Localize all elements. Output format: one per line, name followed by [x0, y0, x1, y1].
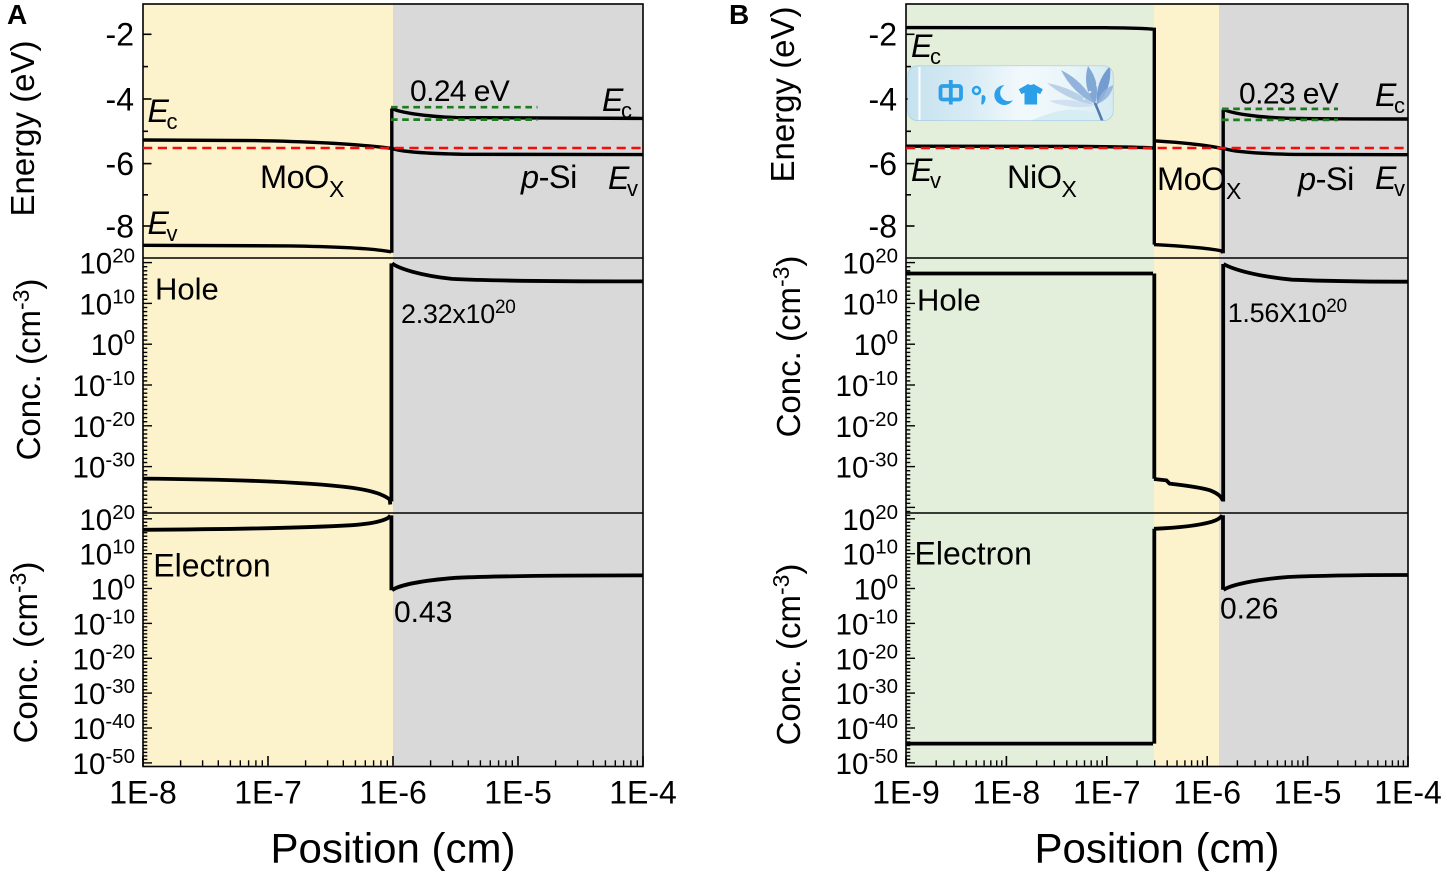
svg-text:p-Si: p-Si — [520, 159, 577, 195]
svg-text:10-50: 10-50 — [73, 745, 135, 781]
svg-text:A: A — [7, 0, 27, 30]
svg-text:10-10: 10-10 — [73, 605, 135, 641]
svg-text:E: E — [602, 82, 624, 118]
svg-text:1E-7: 1E-7 — [1073, 775, 1141, 811]
svg-text:E: E — [608, 160, 630, 196]
svg-text:v: v — [627, 176, 638, 201]
svg-text:10-20: 10-20 — [836, 640, 898, 676]
svg-text:Electron: Electron — [915, 536, 1032, 572]
svg-text:B: B — [729, 0, 749, 30]
svg-text:1E-4: 1E-4 — [609, 775, 677, 811]
svg-text:0.26: 0.26 — [1220, 593, 1278, 626]
svg-text:Position (cm): Position (cm) — [270, 825, 515, 872]
svg-text:Electron: Electron — [153, 548, 270, 584]
svg-text:c: c — [930, 44, 941, 69]
svg-text:E: E — [1375, 77, 1397, 113]
svg-text:1E-8: 1E-8 — [973, 775, 1041, 811]
svg-text:E: E — [911, 152, 933, 188]
svg-text:Energy (eV): Energy (eV) — [764, 6, 801, 182]
svg-text:1E-8: 1E-8 — [109, 775, 177, 811]
svg-text:0.23 eV: 0.23 eV — [1239, 78, 1339, 111]
svg-text:v: v — [930, 168, 941, 193]
svg-text:-6: -6 — [106, 146, 134, 182]
svg-text:0.43: 0.43 — [394, 596, 452, 629]
svg-text:E: E — [148, 205, 170, 241]
svg-text:E: E — [911, 28, 933, 64]
svg-text:-2: -2 — [869, 17, 897, 53]
svg-text:p-Si: p-Si — [1297, 161, 1354, 197]
svg-text:Energy (eV): Energy (eV) — [4, 40, 41, 216]
svg-text:Hole: Hole — [917, 283, 981, 318]
svg-text:E: E — [1375, 160, 1397, 196]
svg-text:0.24 eV: 0.24 eV — [410, 75, 510, 108]
svg-text:v: v — [167, 221, 178, 246]
svg-text:-8: -8 — [869, 208, 897, 244]
svg-text:10-40: 10-40 — [73, 710, 135, 746]
svg-text:1E-6: 1E-6 — [1173, 775, 1241, 811]
svg-text:1E-5: 1E-5 — [1274, 775, 1342, 811]
svg-text:c: c — [1394, 93, 1405, 118]
svg-text:-4: -4 — [869, 81, 897, 117]
svg-text:c: c — [167, 109, 178, 134]
svg-text:10-30: 10-30 — [73, 675, 135, 711]
svg-text:-2: -2 — [106, 17, 134, 53]
svg-text:c: c — [621, 98, 632, 123]
svg-text:10-20: 10-20 — [836, 408, 898, 444]
svg-text:v: v — [1394, 176, 1405, 201]
svg-text:-4: -4 — [106, 81, 134, 117]
svg-text:Hole: Hole — [155, 272, 219, 307]
svg-text:1E-7: 1E-7 — [234, 775, 302, 811]
svg-text:1E-5: 1E-5 — [484, 775, 552, 811]
svg-text:1E-6: 1E-6 — [359, 775, 427, 811]
svg-text:E: E — [148, 93, 170, 129]
svg-text:100: 100 — [854, 571, 898, 607]
svg-text:-8: -8 — [106, 208, 134, 244]
svg-text:1E-4: 1E-4 — [1374, 775, 1442, 811]
svg-text:Position (cm): Position (cm) — [1034, 825, 1279, 872]
svg-text:-6: -6 — [869, 146, 897, 182]
svg-text:1E-9: 1E-9 — [872, 775, 940, 811]
